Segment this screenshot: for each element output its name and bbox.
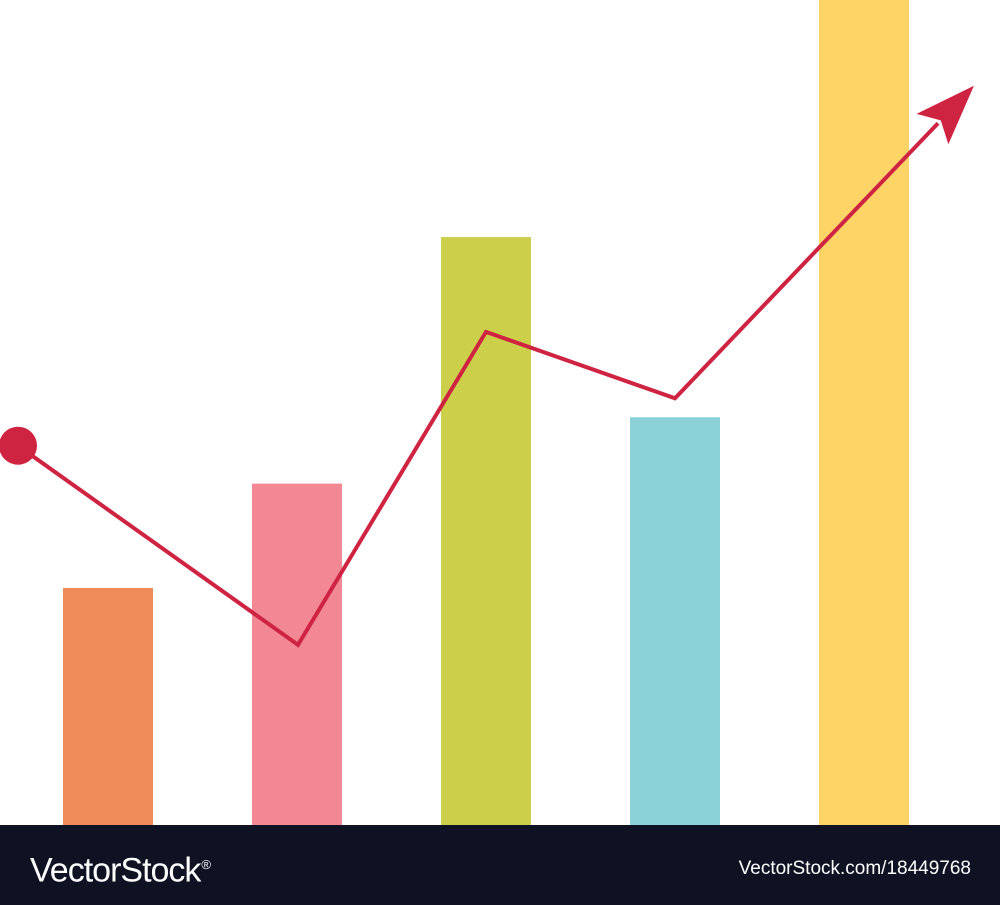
registered-mark: ® [201, 857, 211, 872]
bar-5 [819, 0, 909, 825]
trend-start-dot [0, 426, 37, 465]
bar-4 [630, 417, 720, 825]
trend-arrow-head [916, 85, 974, 145]
watermark-footer: VectorStock® VectorStock.com/18449768 [0, 825, 1000, 905]
bars-layer [63, 0, 909, 825]
bar-3 [441, 237, 531, 825]
growth-bar-chart [0, 0, 974, 825]
image-reference: VectorStock.com/18449768 [738, 858, 971, 879]
vectorstock-logo: VectorStock® [30, 845, 211, 890]
trend-layer [0, 85, 974, 648]
bar-1 [63, 587, 153, 825]
trend-line [16, 121, 940, 648]
bar-2 [252, 483, 342, 825]
brand-name: VectorStock [30, 851, 201, 890]
